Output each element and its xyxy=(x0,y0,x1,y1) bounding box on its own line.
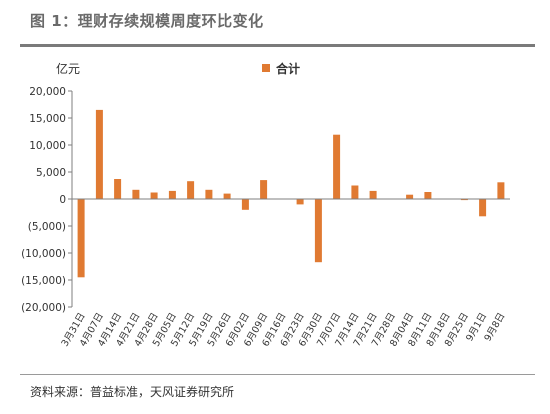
figure-title: 图 1：理财存续规模周度环比变化 xyxy=(30,12,264,30)
bar xyxy=(168,190,176,199)
bar xyxy=(77,199,85,278)
bar xyxy=(314,199,322,263)
y-tick-label: 15,000 xyxy=(29,113,66,125)
y-tick-label: 20,000 xyxy=(29,86,66,98)
bar xyxy=(424,192,432,199)
bar xyxy=(260,180,268,199)
y-tick-label: 10,000 xyxy=(29,140,66,152)
bar xyxy=(333,134,341,199)
y-unit-label: 亿元 xyxy=(56,62,81,76)
y-tick-label: 0 xyxy=(59,194,66,206)
chart-legend: 合计 xyxy=(262,60,300,77)
bar xyxy=(223,193,231,199)
y-tick-label: (10,000) xyxy=(21,248,66,260)
legend-swatch xyxy=(262,64,270,72)
bar xyxy=(479,199,487,217)
y-tick-label: 5,000 xyxy=(36,167,66,179)
y-tick-label: (15,000) xyxy=(21,275,66,287)
bar xyxy=(114,179,122,199)
bar xyxy=(406,194,414,199)
bar xyxy=(205,189,213,199)
bar xyxy=(132,189,140,199)
title-rule xyxy=(20,44,535,47)
y-tick-label: (20,000) xyxy=(21,302,66,314)
source-note: 资料来源：普益标准，天风证券研究所 xyxy=(30,385,235,399)
source-rule xyxy=(20,374,535,375)
bar xyxy=(241,199,249,210)
y-tick-label: (5,000) xyxy=(28,221,66,233)
bar xyxy=(460,199,468,201)
bar xyxy=(369,190,377,199)
bar xyxy=(497,182,505,199)
bar xyxy=(150,192,158,199)
bar xyxy=(187,181,195,199)
bar xyxy=(296,199,304,205)
bar xyxy=(95,109,103,199)
bar xyxy=(351,185,359,199)
legend-label: 合计 xyxy=(276,62,301,76)
title-bar: 图 1：理财存续规模周度环比变化 xyxy=(0,0,550,44)
